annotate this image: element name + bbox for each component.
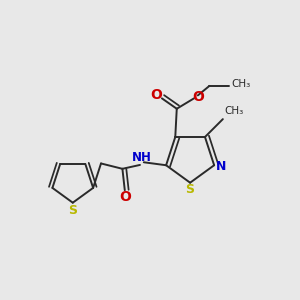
Text: CH₃: CH₃: [231, 79, 250, 89]
Text: O: O: [193, 90, 204, 104]
Text: NH: NH: [131, 151, 152, 164]
Text: O: O: [151, 88, 163, 102]
Text: O: O: [119, 190, 131, 204]
Text: CH₃: CH₃: [224, 106, 244, 116]
Text: N: N: [215, 160, 226, 173]
Text: S: S: [186, 183, 195, 196]
Text: S: S: [68, 204, 77, 217]
